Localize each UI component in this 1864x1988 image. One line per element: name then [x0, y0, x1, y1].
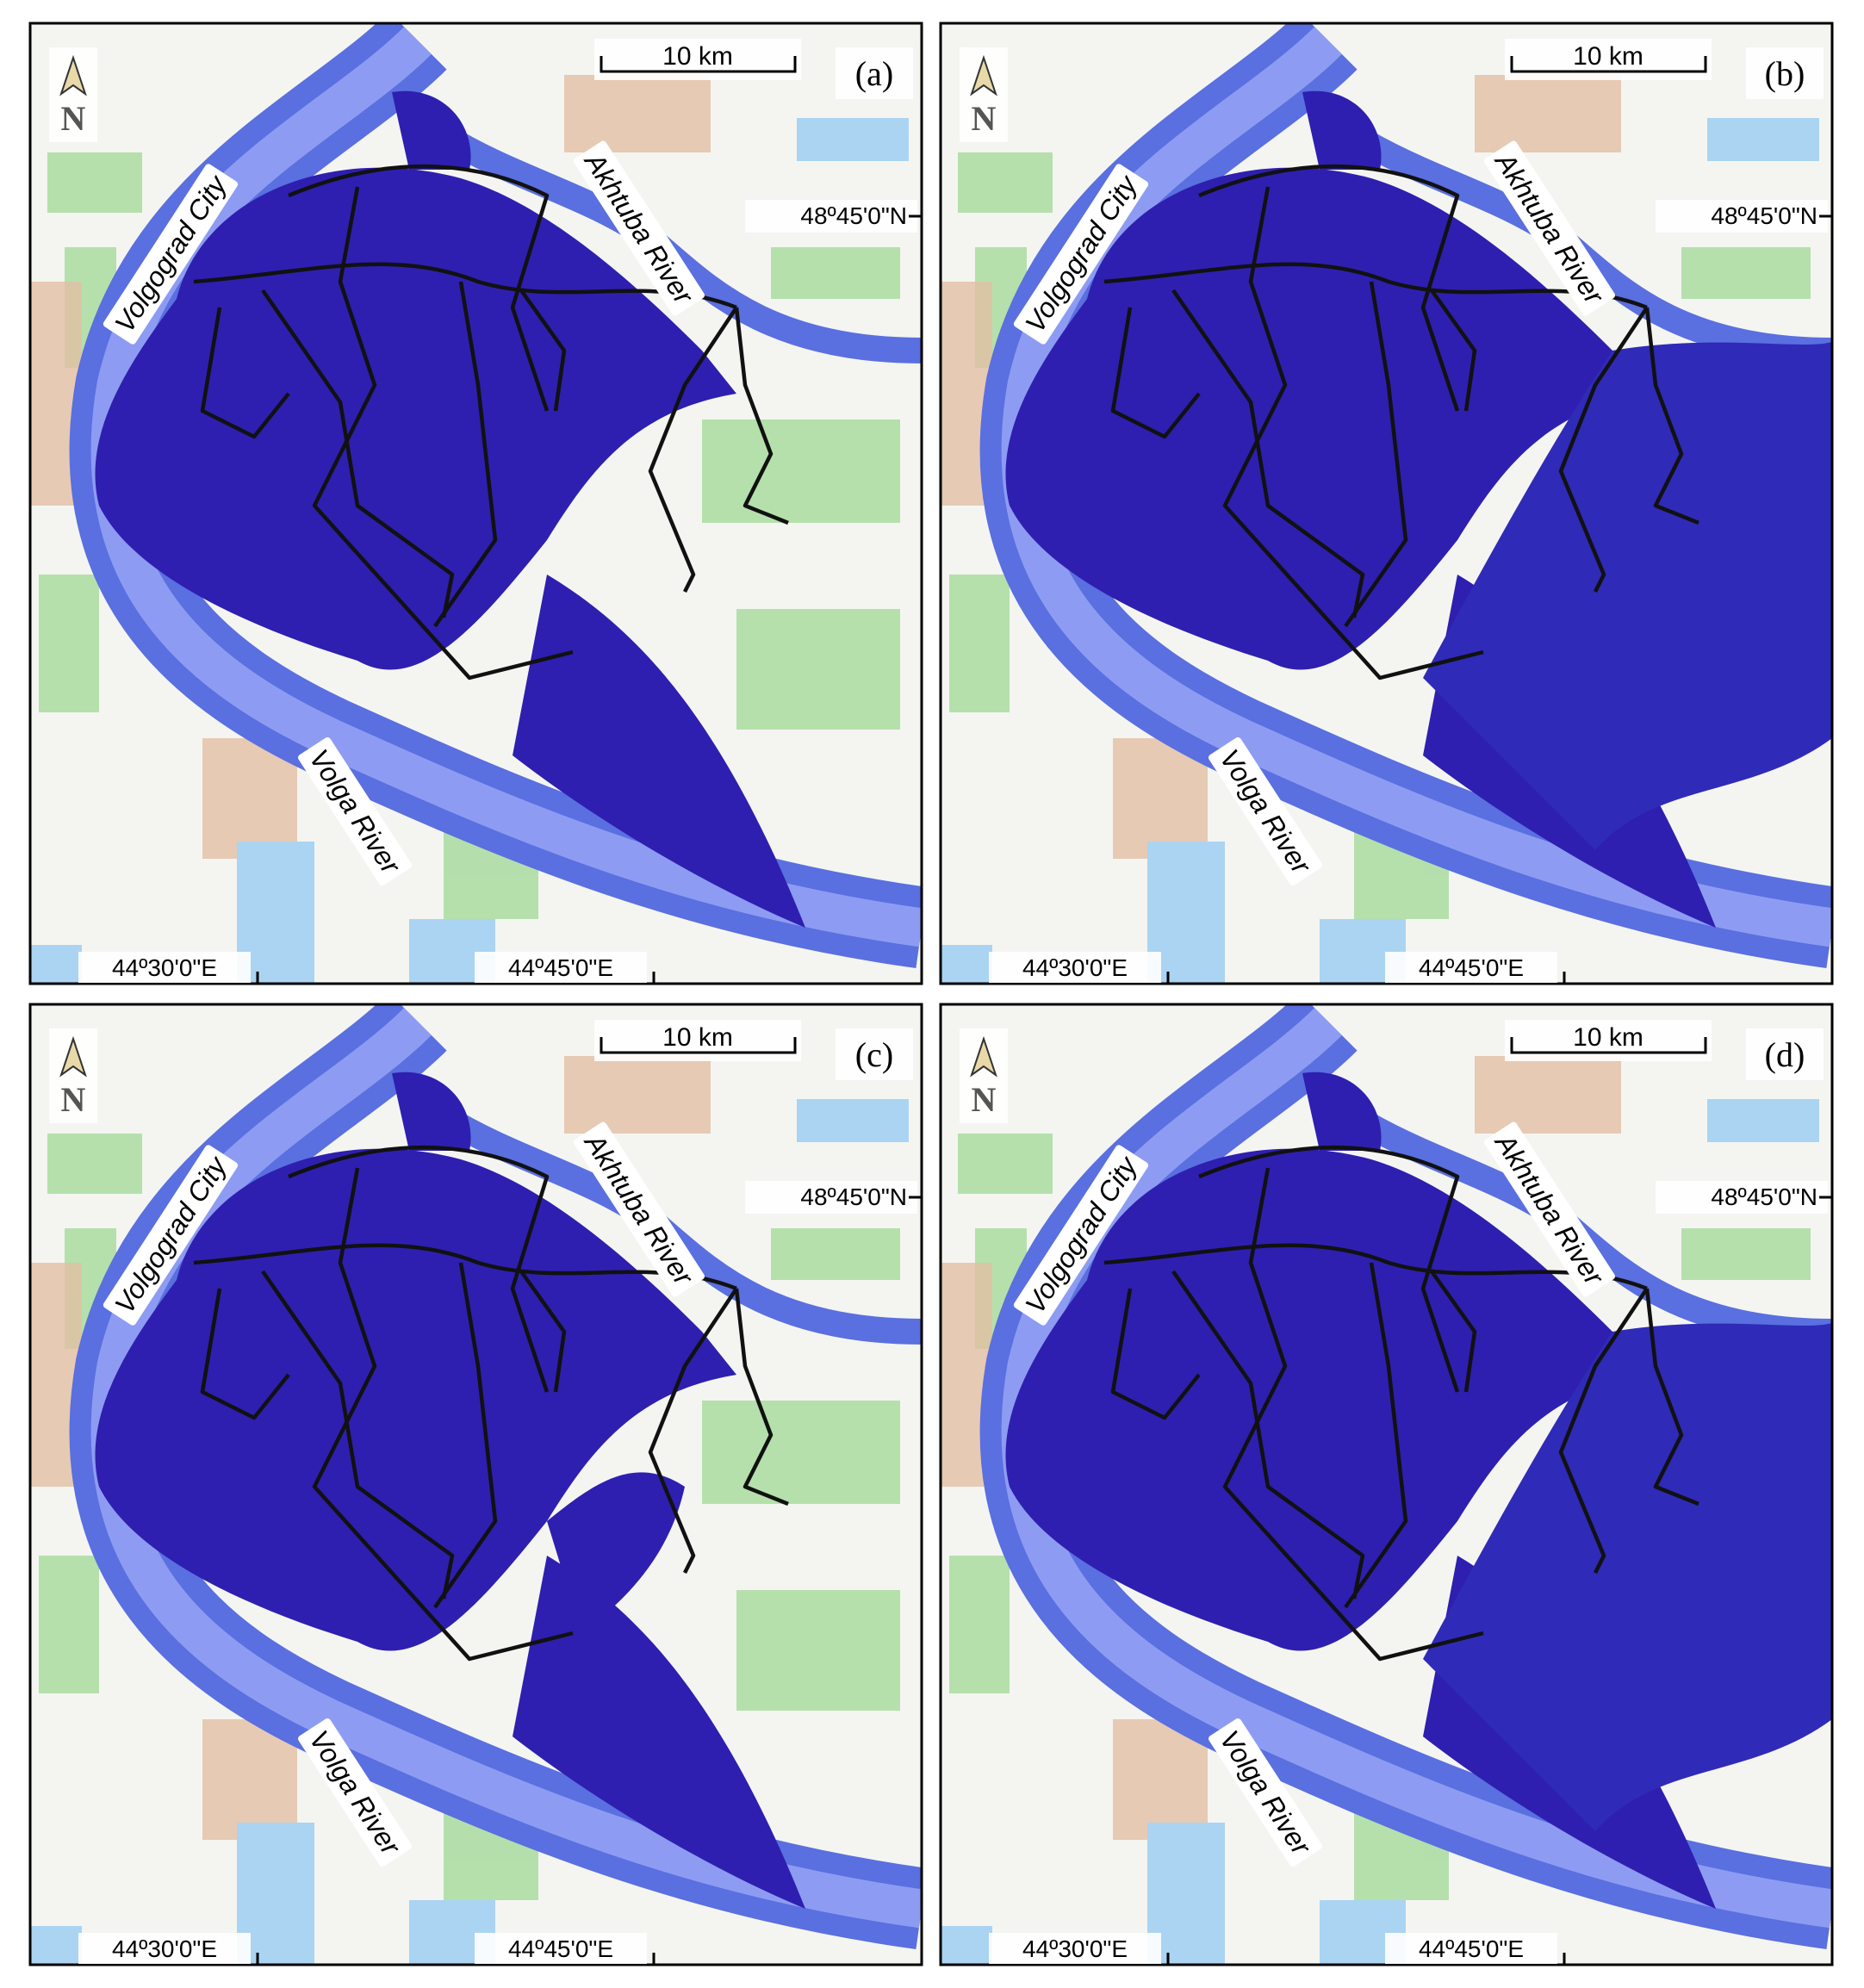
longitude-label: 44º30'0"E [112, 954, 217, 981]
scale-label: 10 km [1573, 1023, 1643, 1052]
panel-label-bg [836, 47, 913, 99]
place-label-bg [573, 1121, 705, 1297]
north-arrow [59, 1035, 87, 1078]
panel-label-bg [1746, 1028, 1824, 1080]
north-label: N [972, 99, 997, 138]
panel-label-bg [1746, 47, 1824, 99]
scale-label: 10 km [662, 42, 733, 71]
scale-bar [600, 56, 797, 73]
place-label-bg [103, 1145, 239, 1326]
lon-bg [1385, 952, 1557, 983]
panel-label: (d) [1765, 1035, 1805, 1074]
north-label: N [61, 99, 86, 138]
lat-bg [745, 1181, 917, 1214]
scale-bar [1510, 1037, 1707, 1054]
longitude-label: 44º45'0"E [1419, 954, 1524, 981]
latitude-label: 48º45'0"N [1711, 1183, 1817, 1210]
longitude-label: 44º30'0"E [1022, 1935, 1128, 1962]
panel-label: (a) [855, 54, 893, 93]
longitude-label: 44º30'0"E [112, 1935, 217, 1962]
longitude-label: 44º45'0"E [1419, 1935, 1524, 1962]
panel-frame [28, 22, 923, 985]
place-label-bg [1208, 1718, 1322, 1867]
north-label: N [972, 1080, 997, 1119]
north-label: N [61, 1080, 86, 1119]
lat-bg [1656, 1181, 1828, 1214]
panel-label-bg [836, 1028, 913, 1080]
panel-label: (b) [1765, 54, 1805, 93]
place-label-bg [103, 164, 239, 345]
map-content [30, 1004, 922, 1965]
lat-bg [745, 200, 917, 233]
latitude-label: 48º45'0"N [1711, 202, 1817, 229]
place-label-bg [1483, 140, 1616, 316]
panel-label: (c) [855, 1035, 893, 1074]
longitude-label: 44º45'0"E [508, 954, 613, 981]
latitude-label: 48º45'0"N [800, 1183, 907, 1210]
north-arrow [970, 1035, 997, 1078]
place-label-bg [1013, 164, 1149, 345]
north-arrow [970, 54, 997, 96]
lat-bg [1656, 200, 1828, 233]
longitude-label: 44º30'0"E [1022, 954, 1128, 981]
lon-bg [475, 952, 647, 983]
scale-bg [1505, 39, 1712, 80]
place-label-bg [1483, 1121, 1616, 1297]
lon-bg [78, 952, 251, 983]
longitude-label: 44º45'0"E [508, 1935, 613, 1962]
scale-bg [594, 39, 801, 80]
scale-bg [1505, 1020, 1712, 1061]
place-label-bg [298, 736, 412, 886]
scale-bg [594, 1020, 801, 1061]
map-content [30, 23, 922, 984]
place-label-bg [1013, 1145, 1149, 1326]
north-arrow [59, 54, 87, 96]
place-label-bg [298, 1718, 412, 1867]
scale-bar [600, 1037, 797, 1054]
panel-frame [939, 1003, 1834, 1966]
lon-bg [1385, 1933, 1557, 1964]
lon-bg [78, 1933, 251, 1964]
lon-bg [989, 952, 1161, 983]
scale-bar [1510, 56, 1707, 73]
lon-bg [989, 1933, 1161, 1964]
map-content [941, 1004, 1832, 1965]
scale-label: 10 km [662, 1023, 733, 1052]
scale-label: 10 km [1573, 42, 1643, 71]
map-content [941, 23, 1832, 984]
place-label-bg [1208, 736, 1322, 886]
panel-frame [939, 22, 1834, 985]
panel-frame [28, 1003, 923, 1966]
lon-bg [475, 1933, 647, 1964]
place-label-bg [573, 140, 705, 316]
latitude-label: 48º45'0"N [800, 202, 907, 229]
